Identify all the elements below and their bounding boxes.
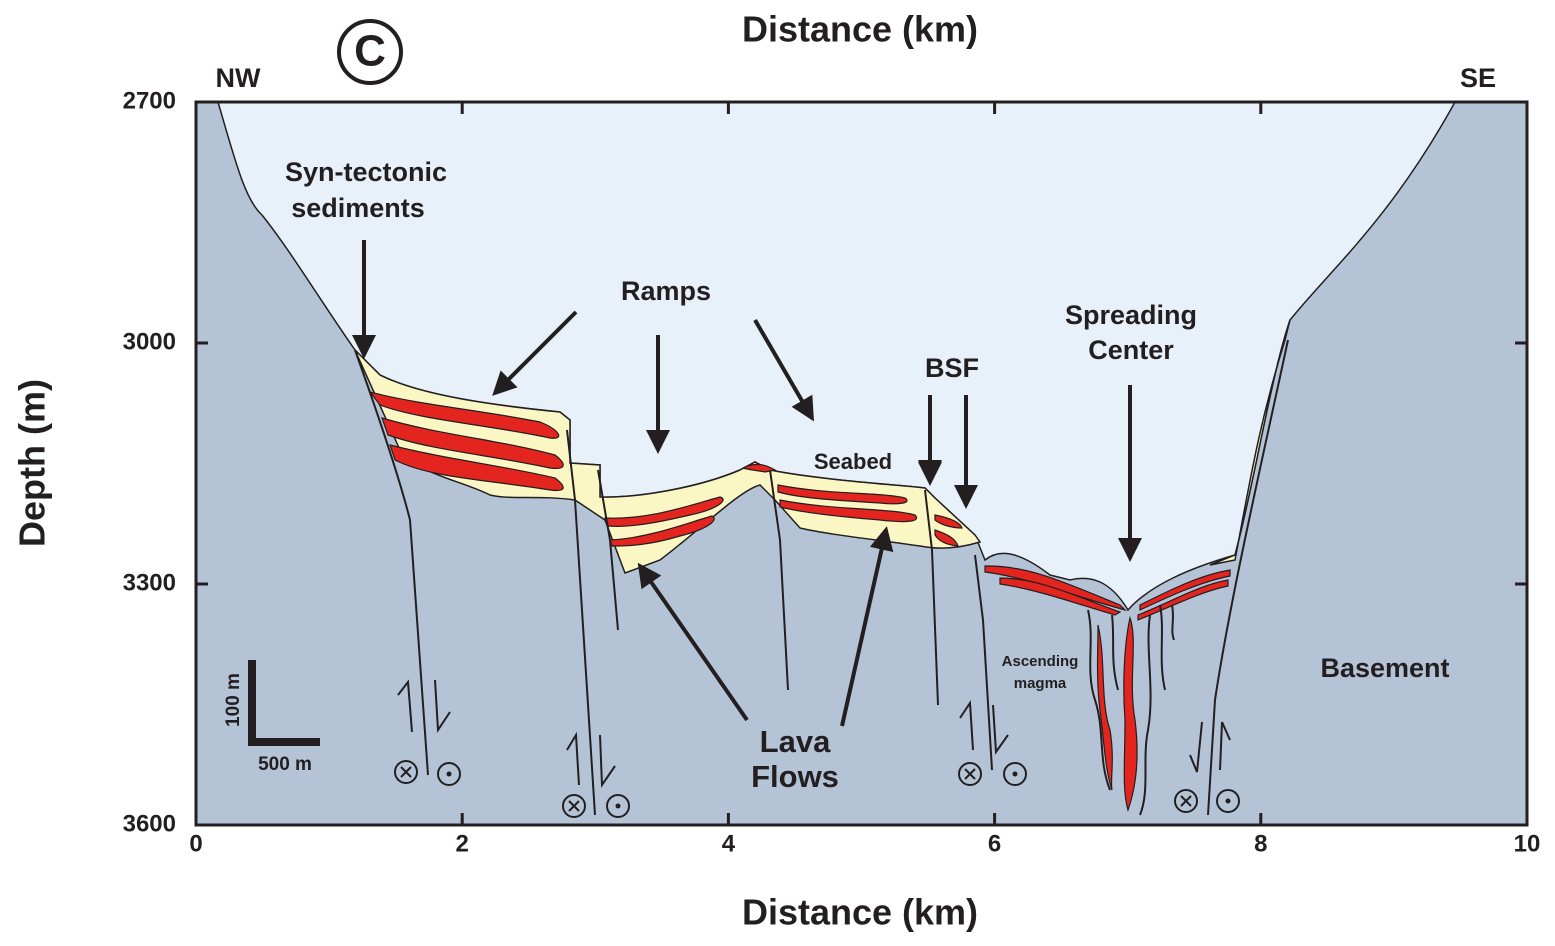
scale-label: 500 m xyxy=(258,754,312,775)
cross-section xyxy=(196,102,1527,825)
annotation: Center xyxy=(1088,335,1174,365)
x-tick-label: 0 xyxy=(189,830,202,857)
annotation: Ramps xyxy=(621,276,711,306)
x-tick-label: 10 xyxy=(1514,830,1541,857)
y-tick-label: 3000 xyxy=(123,328,176,355)
fault-symbols xyxy=(394,679,1240,818)
annotation: Lava xyxy=(760,724,831,759)
scale-label: 100 m xyxy=(223,673,244,727)
se-label: SE xyxy=(1460,63,1496,93)
annotation: Seabed xyxy=(814,449,892,474)
x-tick-label: 4 xyxy=(722,830,736,857)
y-tick-label: 3300 xyxy=(123,569,176,596)
annotation: Spreading xyxy=(1065,300,1197,330)
sediments xyxy=(354,349,982,574)
cracks xyxy=(1087,604,1175,816)
sediments xyxy=(1209,319,1291,566)
annotation: Flows xyxy=(751,759,839,794)
arrows xyxy=(352,240,1142,727)
top-title: Distance (km) xyxy=(742,9,978,50)
y-axis-label: Depth (m) xyxy=(12,379,53,547)
annotation: Syn-tectonic xyxy=(285,157,447,187)
scale-bar xyxy=(248,660,320,746)
annotation: magma xyxy=(1014,675,1067,692)
annotation: Ascending xyxy=(1002,653,1079,670)
faults xyxy=(354,339,1289,816)
y-tick-label: 2700 xyxy=(123,87,176,114)
panel-circle xyxy=(337,19,403,85)
nw-label: NW xyxy=(216,63,261,93)
annotation: Basement xyxy=(1320,653,1449,683)
y-tick-label: 3600 xyxy=(123,810,176,837)
x-tick-label: 2 xyxy=(456,830,469,857)
x-axis-label: Distance (km) xyxy=(742,892,978,933)
lava-flows xyxy=(368,390,1231,812)
plot-frame xyxy=(194,100,1529,827)
annotation: BSF xyxy=(925,353,979,383)
x-tick-label: 8 xyxy=(1254,830,1267,857)
x-tick-label: 6 xyxy=(988,830,1001,857)
panel-label: C xyxy=(354,27,386,76)
annotation: sediments xyxy=(291,193,425,223)
